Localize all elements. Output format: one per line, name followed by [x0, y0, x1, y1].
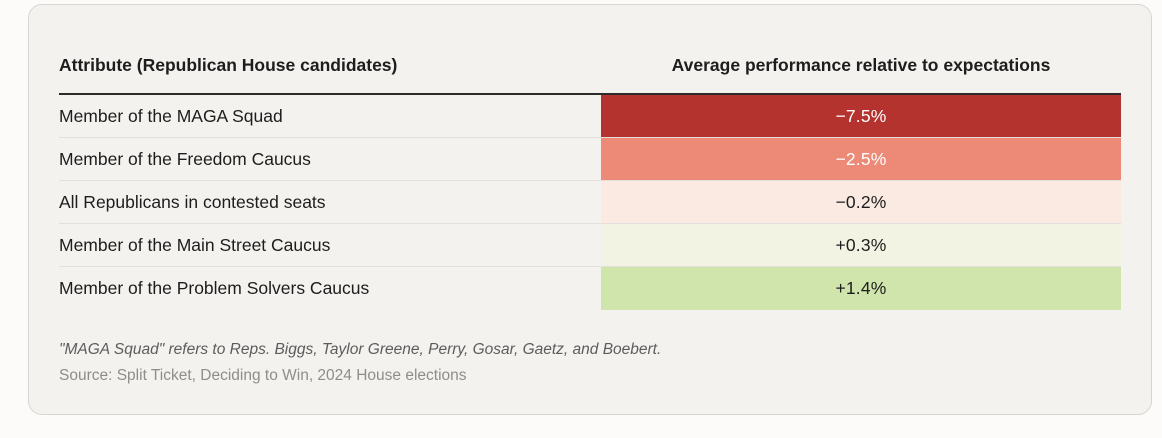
table-row: Member of the MAGA Squad −7.5% [59, 95, 1121, 138]
value-cell: −0.2% [600, 181, 1121, 223]
value-cell: +1.4% [600, 267, 1121, 310]
table-row: Member of the Main Street Caucus +0.3% [59, 224, 1121, 267]
attribute-cell: Member of the Main Street Caucus [59, 234, 331, 255]
column-header-performance: Average performance relative to expectat… [671, 55, 1051, 75]
attribute-cell: Member of the Freedom Caucus [59, 148, 311, 169]
attribute-cell: Member of the MAGA Squad [59, 105, 283, 126]
value-cell: −7.5% [600, 95, 1121, 137]
attribute-cell: Member of the Problem Solvers Caucus [59, 278, 370, 298]
source-credit: Source: Split Ticket, Deciding to Win, 2… [59, 367, 467, 384]
table-row: Member of the Problem Solvers Caucus +1.… [59, 267, 1121, 310]
performance-table-card: Attribute (Republican House candidates) … [28, 4, 1152, 415]
table-row: All Republicans in contested seats −0.2% [59, 181, 1121, 224]
value-cell: +0.3% [600, 224, 1121, 266]
table-row: Member of the Freedom Caucus −2.5% [59, 138, 1121, 181]
value-cell: −2.5% [600, 138, 1121, 180]
table-body: Member of the MAGA Squad −7.5% Member of… [59, 95, 1121, 310]
attribute-cell: All Republicans in contested seats [59, 191, 326, 212]
footnote: "MAGA Squad" refers to Reps. Biggs, Tayl… [59, 341, 662, 358]
column-header-attribute: Attribute (Republican House candidates) [59, 55, 398, 75]
table-header-row: Attribute (Republican House candidates) … [59, 5, 1121, 95]
